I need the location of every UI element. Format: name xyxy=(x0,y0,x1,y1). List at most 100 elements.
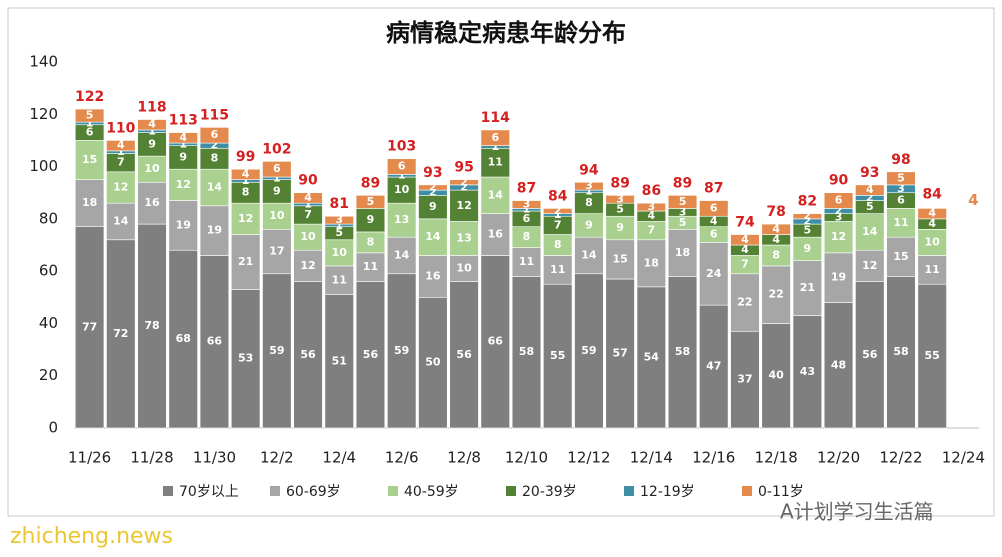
segment-label: 18 xyxy=(644,256,659,269)
segment-label: 5 xyxy=(335,226,343,239)
legend-swatch xyxy=(506,486,516,496)
bar-segment xyxy=(262,161,292,178)
chart-title: 病情稳定病患年龄分布 xyxy=(386,19,626,47)
bar-segment xyxy=(168,168,198,201)
segment-label: 14 xyxy=(581,248,597,261)
segment-label: 6 xyxy=(897,194,905,207)
bar-segment xyxy=(199,205,230,256)
bar-segment xyxy=(761,323,791,429)
bar-segment xyxy=(761,265,791,324)
segment-label: 11 xyxy=(332,273,347,286)
watermark: A计划学习生活篇 xyxy=(780,500,934,524)
segment-label: 21 xyxy=(800,281,815,294)
segment-label: 14 xyxy=(862,225,878,238)
legend-swatch xyxy=(163,486,173,496)
segment-label: 1 xyxy=(86,116,94,129)
segment-label: 53 xyxy=(238,352,253,365)
bar-segment xyxy=(699,200,729,217)
segment-label: 56 xyxy=(300,348,316,361)
x-tick-label: 12/12 xyxy=(567,449,610,467)
bar-segment xyxy=(886,276,916,429)
bar-segment xyxy=(293,281,323,429)
segment-label: 4 xyxy=(772,222,780,235)
bar-segment xyxy=(792,213,823,220)
bar-segment xyxy=(230,289,261,429)
bar-segment xyxy=(324,215,354,225)
segment-label: 6 xyxy=(523,212,531,225)
segment-label: 2 xyxy=(554,204,562,217)
bar-segment xyxy=(293,249,323,282)
segment-label: 77 xyxy=(82,320,97,333)
bar-segment xyxy=(293,192,323,204)
y-tick-label: 20 xyxy=(39,366,58,384)
bar-segment xyxy=(449,179,479,186)
x-tick-label: 12/2 xyxy=(260,449,294,467)
x-tick-label: 12/10 xyxy=(505,449,548,467)
segment-label: 4 xyxy=(710,214,718,227)
legend-swatch xyxy=(388,486,398,496)
total-label: 81 xyxy=(330,196,349,212)
legend-swatch xyxy=(270,486,280,496)
total-label: 93 xyxy=(860,165,879,181)
y-tick-label: 0 xyxy=(48,419,58,437)
segment-label: 7 xyxy=(741,258,749,271)
segment-label: 11 xyxy=(519,255,534,268)
bar-segment xyxy=(355,281,386,429)
segment-label: 66 xyxy=(488,335,504,348)
segment-label: 18 xyxy=(675,246,690,259)
segment-label: 12 xyxy=(831,230,846,243)
legend-label: 20-39岁 xyxy=(522,484,577,500)
legend-label: 0-11岁 xyxy=(758,484,804,500)
segment-label: 4 xyxy=(741,243,749,256)
total-label: 94 xyxy=(579,162,599,178)
x-tick-label: 11/28 xyxy=(130,449,173,467)
segment-label: 3 xyxy=(835,211,843,224)
segment-label: 6 xyxy=(398,160,406,173)
bar-segment xyxy=(543,255,573,285)
segment-label: 56 xyxy=(456,348,472,361)
segment-label: 12 xyxy=(113,180,128,193)
segment-label: 22 xyxy=(768,288,783,301)
segment-label: 9 xyxy=(585,218,593,231)
legend-label: 70岁以上 xyxy=(179,484,239,500)
bar-segment xyxy=(199,255,230,429)
bar-segment xyxy=(480,213,510,256)
segment-label: 11 xyxy=(488,156,503,169)
bar-segment xyxy=(823,192,854,209)
bar-segment xyxy=(137,119,167,131)
segment-label: 55 xyxy=(925,349,940,362)
segment-label: 1 xyxy=(523,203,531,216)
bar-segment xyxy=(106,202,136,241)
segment-label: 9 xyxy=(148,137,156,150)
bar-segment xyxy=(511,200,542,209)
bar-segment xyxy=(418,255,448,298)
bar-segment xyxy=(387,176,417,204)
bar-segment xyxy=(106,140,136,152)
segment-label: 2 xyxy=(429,186,437,199)
segment-label: 2 xyxy=(866,191,874,204)
bar-segment xyxy=(262,273,292,429)
bar-segment xyxy=(262,229,292,275)
segment-label: 47 xyxy=(706,360,721,373)
bar-segment xyxy=(605,278,635,429)
segment-label: 12 xyxy=(862,259,877,272)
bar-segment xyxy=(636,239,666,288)
x-tick-label: 12/18 xyxy=(755,449,798,467)
segment-label: 4 xyxy=(741,233,749,246)
segment-label: 1 xyxy=(117,145,125,158)
x-tick-label: 12/16 xyxy=(692,449,735,467)
bar-segment xyxy=(418,184,448,191)
segment-label: 12 xyxy=(456,199,471,212)
segment-label: 4 xyxy=(928,217,936,230)
y-tick-label: 80 xyxy=(39,209,58,227)
bar-segment xyxy=(418,296,448,429)
bar-segment xyxy=(917,208,947,220)
segment-label: 1 xyxy=(554,208,562,221)
segment-label: 13 xyxy=(394,213,409,226)
bar-segment xyxy=(574,236,604,275)
segment-label: 2 xyxy=(804,214,812,227)
segment-label: 6 xyxy=(835,194,843,207)
bar-segment xyxy=(387,202,417,238)
bar-segment xyxy=(137,181,167,225)
bar-segment xyxy=(855,184,885,196)
